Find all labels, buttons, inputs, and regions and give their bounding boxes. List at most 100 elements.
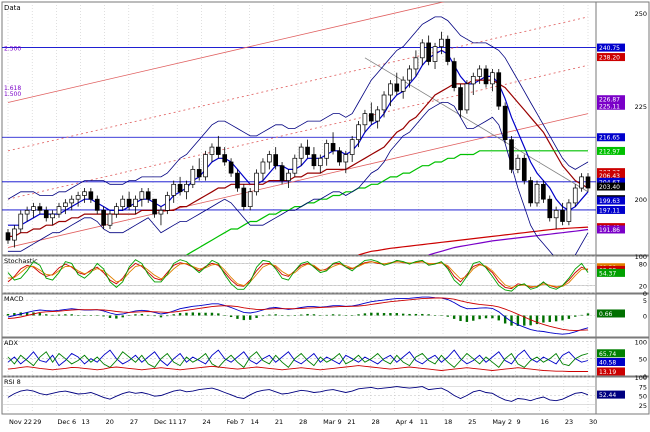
macd-histogram-bar bbox=[452, 315, 456, 319]
candle-body bbox=[50, 213, 55, 219]
candle-body bbox=[541, 183, 546, 200]
candle-body bbox=[528, 180, 533, 204]
candle-body bbox=[375, 109, 380, 122]
price-tag bbox=[597, 146, 625, 155]
candle-body bbox=[145, 191, 151, 200]
candle-body bbox=[337, 150, 342, 163]
y-tick-label: 25 bbox=[639, 402, 647, 410]
macd-histogram-bar bbox=[542, 315, 545, 323]
x-tick-label: 28 bbox=[299, 418, 307, 426]
x-tick-label: Feb 7 bbox=[227, 418, 245, 426]
candle-body bbox=[43, 210, 49, 219]
candle-body bbox=[521, 157, 527, 181]
panel-frame-adx bbox=[1, 337, 650, 377]
macd-histogram-bar bbox=[325, 314, 328, 316]
macd-histogram-bar bbox=[76, 315, 80, 316]
candle-body bbox=[203, 154, 208, 178]
macd-histogram-bar bbox=[159, 315, 163, 318]
candle-body bbox=[400, 79, 406, 92]
candle-body bbox=[273, 154, 279, 167]
macd-histogram-bar bbox=[529, 315, 532, 326]
candle-body bbox=[209, 146, 215, 155]
macd-histogram-bar bbox=[523, 315, 526, 326]
candle-body bbox=[69, 198, 75, 204]
candle-body bbox=[254, 172, 259, 193]
macd-histogram-bar bbox=[312, 314, 316, 316]
price-tag-label: 197.11 bbox=[599, 207, 620, 214]
candle-body bbox=[266, 154, 272, 163]
macd-histogram-bar bbox=[440, 315, 443, 316]
macd-histogram-bar bbox=[567, 315, 571, 319]
macd-histogram-bar bbox=[357, 314, 360, 316]
price-tag bbox=[597, 177, 625, 186]
candle-body bbox=[165, 195, 170, 211]
macd-histogram-bar bbox=[414, 313, 418, 316]
candle-body bbox=[139, 191, 145, 200]
macd-histogram-bar bbox=[147, 314, 150, 316]
candle-body bbox=[496, 72, 502, 107]
price-tag-label: 226.87 bbox=[599, 97, 620, 104]
y-tick-label: 100 bbox=[635, 253, 647, 261]
price-tag-label: 212.97 bbox=[599, 148, 620, 155]
candle-body bbox=[120, 198, 126, 207]
value-tag-label: 0.66 bbox=[599, 311, 613, 318]
x-tick-label: Nov 22 bbox=[9, 418, 32, 426]
y-tick-label: 225 bbox=[635, 103, 647, 111]
candle-body bbox=[553, 210, 559, 219]
x-tick-label: 27 bbox=[130, 418, 138, 426]
candle-body bbox=[5, 232, 11, 241]
candle-body bbox=[12, 228, 17, 241]
macd-histogram-bar bbox=[185, 312, 188, 316]
macd-histogram-bar bbox=[268, 314, 271, 316]
x-tick-label: Dec 6 bbox=[57, 418, 76, 426]
overlay-bb_upper bbox=[7, 16, 589, 200]
overlay-ma_purple bbox=[428, 228, 589, 255]
price-tag-label: 238.20 bbox=[599, 55, 620, 62]
candle-body bbox=[292, 157, 298, 174]
candle-body bbox=[133, 198, 138, 207]
macd-histogram-bar bbox=[83, 315, 86, 316]
candle-body bbox=[18, 213, 24, 230]
price-tag bbox=[597, 95, 625, 104]
candle-body bbox=[343, 154, 349, 163]
candle-body bbox=[298, 146, 304, 159]
candle-body bbox=[572, 187, 578, 204]
macd-histogram-bar bbox=[574, 315, 577, 317]
candle-body bbox=[502, 105, 508, 141]
price-tag bbox=[597, 133, 625, 142]
price-tag-label: 203.40 bbox=[599, 184, 620, 191]
fib-label: 1.500 bbox=[4, 91, 21, 98]
macd-histogram-bar bbox=[382, 313, 386, 316]
panel-title-price: Data bbox=[4, 4, 21, 12]
adx-series-line bbox=[7, 351, 589, 369]
macd-histogram-bar bbox=[178, 313, 182, 316]
candle-body bbox=[311, 154, 317, 167]
macd-histogram-bar bbox=[299, 314, 303, 316]
macd-histogram-bar bbox=[510, 315, 513, 326]
candle-body bbox=[37, 206, 43, 211]
x-tick-label: 28 bbox=[372, 418, 380, 426]
macd-histogram-bar bbox=[166, 315, 169, 317]
macd-histogram-bar bbox=[223, 315, 226, 316]
macd-histogram-bar bbox=[242, 315, 246, 321]
x-tick-label: Apr 4 bbox=[396, 418, 413, 426]
value-tag bbox=[597, 357, 625, 366]
adx-series-line bbox=[7, 365, 588, 372]
candle-body bbox=[222, 154, 228, 163]
macd-histogram-bar bbox=[255, 315, 258, 318]
macd-histogram-bar bbox=[459, 315, 462, 322]
macd-histogram-bar bbox=[293, 315, 297, 316]
y-tick-label: 75 bbox=[639, 383, 647, 391]
candle-body bbox=[394, 83, 400, 92]
price-tag bbox=[597, 53, 625, 62]
candle-body bbox=[94, 198, 100, 211]
trend-line-channel-top bbox=[7, 2, 445, 103]
candle-body bbox=[470, 76, 476, 85]
candle-body bbox=[432, 46, 438, 62]
candle-body bbox=[305, 146, 310, 155]
macd-histogram-bar bbox=[6, 313, 10, 316]
panel-frame-price bbox=[1, 1, 650, 256]
value-tag-label: 52.44 bbox=[599, 392, 616, 399]
x-tick-label: 13 bbox=[82, 418, 90, 426]
